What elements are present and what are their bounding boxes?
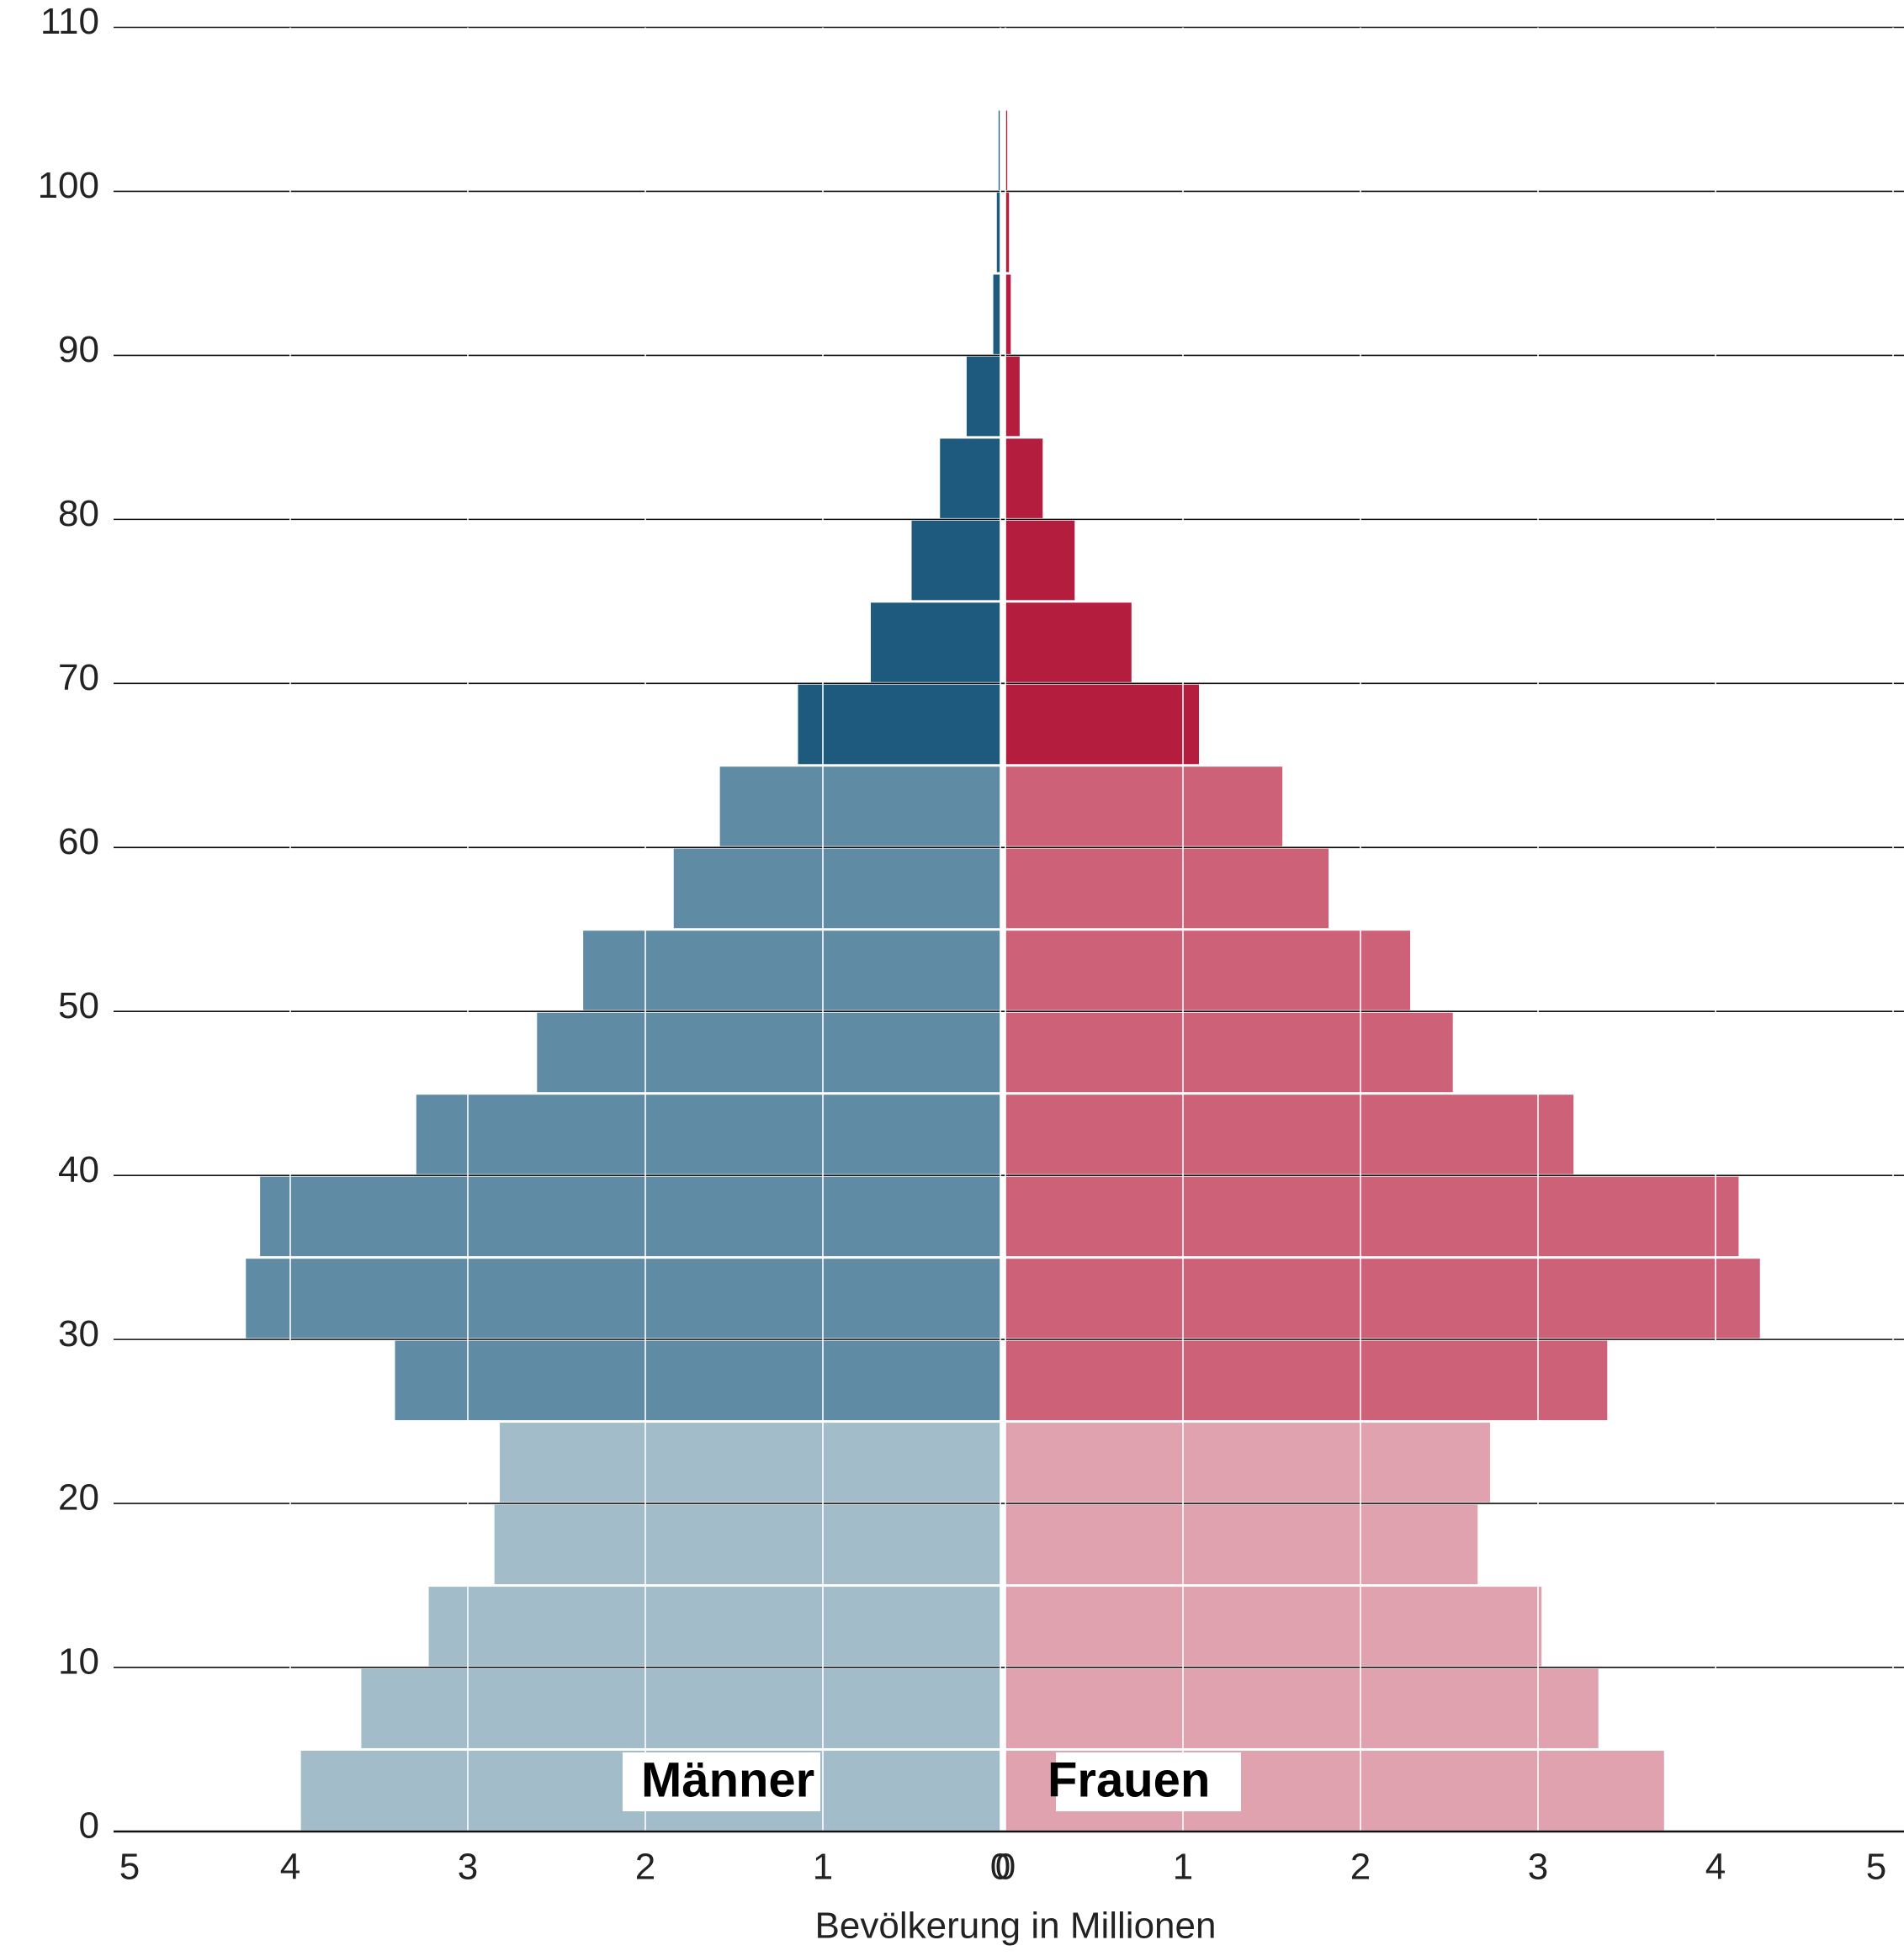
- x-tick-label: 2: [635, 1847, 655, 1888]
- bar: [361, 1669, 1000, 1748]
- bar: [537, 1013, 1000, 1092]
- bar: [720, 766, 1000, 845]
- bar: [246, 1259, 1000, 1338]
- bar: [1005, 602, 1132, 681]
- bar: [1005, 1259, 1760, 1338]
- bar: [1005, 1423, 1490, 1502]
- bar: [395, 1341, 1000, 1420]
- bar: [912, 521, 1001, 600]
- bar: [1005, 930, 1410, 1010]
- y-tick-label: 50: [58, 985, 99, 1026]
- y-tick-label: 80: [58, 493, 99, 534]
- bar: [1005, 1013, 1453, 1092]
- y-tick-label: 110: [40, 1, 99, 42]
- series-label: Männer: [641, 1752, 814, 1807]
- bar: [1005, 357, 1020, 436]
- bar: [1005, 1669, 1599, 1748]
- bar: [500, 1423, 1000, 1502]
- x-tick-label: 0: [995, 1847, 1016, 1888]
- bar: [871, 602, 1000, 681]
- y-tick-label: 40: [58, 1149, 99, 1190]
- bar: [798, 685, 1000, 764]
- x-tick-label: 2: [1350, 1847, 1371, 1888]
- x-tick-label: 4: [1705, 1847, 1726, 1888]
- bar: [1005, 685, 1199, 764]
- bar: [260, 1177, 1000, 1256]
- bar: [994, 274, 1000, 353]
- bar: [674, 849, 1000, 928]
- x-tick-label: 1: [813, 1847, 833, 1888]
- x-tick-label: 5: [119, 1847, 140, 1888]
- series-label: Frauen: [1047, 1752, 1210, 1807]
- y-tick-label: 10: [58, 1641, 99, 1683]
- x-tick-label: 3: [1528, 1847, 1548, 1888]
- x-tick-label: 1: [1173, 1847, 1193, 1888]
- bar: [1005, 1095, 1573, 1174]
- x-tick-label: 4: [280, 1847, 300, 1888]
- y-tick-label: 100: [38, 165, 99, 206]
- y-tick-label: 30: [58, 1313, 99, 1354]
- x-axis-title: Bevölkerung in Millionen: [815, 1906, 1217, 1947]
- x-tick-label: 3: [458, 1847, 478, 1888]
- x-tick-label: 5: [1866, 1847, 1886, 1888]
- bar: [1005, 1177, 1738, 1256]
- chart: 0102030405060708090100110012345Männer012…: [0, 0, 1904, 1956]
- bar: [429, 1587, 1000, 1666]
- y-tick-label: 20: [58, 1477, 99, 1519]
- y-tick-label: 0: [79, 1805, 99, 1847]
- bar: [940, 438, 1000, 517]
- y-tick-label: 60: [58, 821, 99, 862]
- bar: [1005, 1587, 1541, 1666]
- bar: [495, 1505, 1000, 1584]
- bar: [1005, 521, 1074, 600]
- bar: [1005, 438, 1042, 517]
- bar: [967, 357, 1000, 436]
- y-tick-label: 90: [58, 329, 99, 370]
- bar: [1005, 849, 1329, 928]
- bar: [416, 1095, 1000, 1174]
- bar: [1005, 766, 1282, 845]
- bar: [1005, 1341, 1607, 1420]
- bar: [1005, 1505, 1477, 1584]
- y-tick-label: 70: [58, 657, 99, 698]
